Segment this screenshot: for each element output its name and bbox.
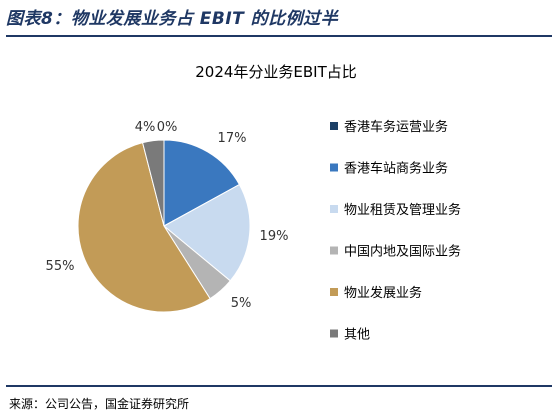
pie-slice-6 [142,139,165,227]
data-label-slice-2: 17% [218,131,247,146]
pie-slice-2 [163,139,241,227]
top-divider [6,35,552,37]
legend-swatch-slice-4 [330,246,338,255]
pie-slice-3 [163,183,251,282]
legend-swatch-slice-1 [330,122,338,130]
pie-chart: 2024年分业务EBIT占比 0% 17% 19% 5% 55% 4% 香港车务运营业务香… [46,63,461,343]
legend-label-slice-4: 中国内地及国际业务 [344,244,461,260]
figure-title: 图表8：物业发展业务占 EBIT 的比例过半 [6,9,339,29]
legend-label-slice-6: 其他 [344,328,370,343]
legend-label-slice-5: 物业发展业务 [344,285,422,301]
data-label-slice-3: 19% [260,229,289,244]
chart-title: 2024年分业务EBIT占比 [195,63,357,81]
legend-label-slice-3: 物业租赁及管理业务 [344,202,461,218]
data-label-slice-5: 55% [46,259,75,274]
pie-data-labels: 0% 17% 19% 5% 55% 4% [46,120,289,311]
legend-label-slice-1: 香港车务运营业务 [344,119,448,135]
pie-slices [77,139,251,313]
data-label-slice-6: 4% [135,120,156,135]
data-label-slice-4: 5% [231,296,252,311]
legend-swatch-slice-5 [330,288,338,296]
legend-swatch-slice-6 [330,329,338,338]
pie-slice-5 [77,142,211,313]
source-note: 来源：公司公告，国金证券研究所 [9,397,190,411]
data-label-slice-1: 0% [157,120,178,135]
legend-swatch-slice-2 [330,163,338,172]
legend-swatch-slice-3 [330,205,338,213]
legend: 香港车务运营业务香港车站商务业务物业租赁及管理业务中国内地及国际业务物业发展业务… [330,119,461,343]
bottom-divider [6,385,552,387]
legend-label-slice-2: 香港车站商务业务 [344,161,448,177]
